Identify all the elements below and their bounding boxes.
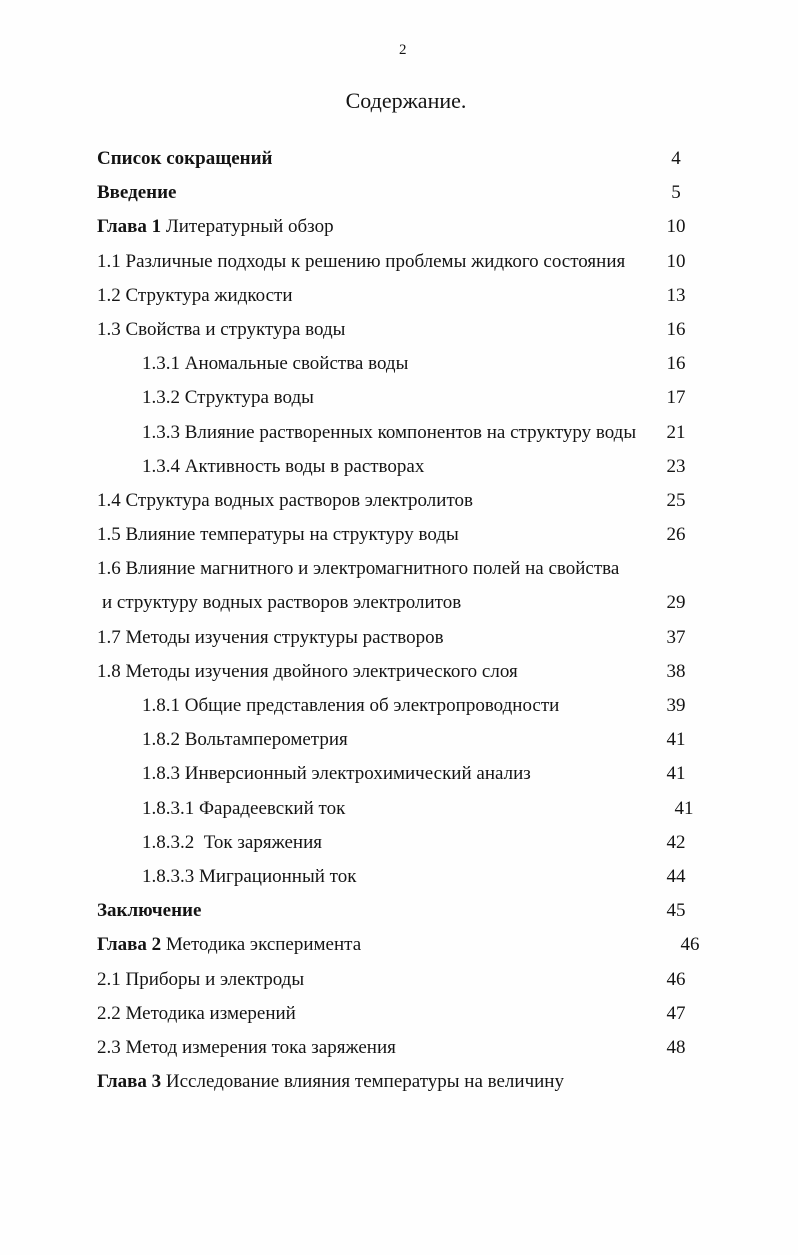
toc-entry-conclusion: Заключение 45 [97, 894, 705, 928]
toc-entry-label: Глава 1 [97, 216, 162, 238]
toc-entry-text: 2.2 Методика измерений [97, 1002, 296, 1024]
toc-entry-1-2: 1.2 Структура жидкости 13 [97, 279, 705, 313]
toc-entry-text: 1.8.2 Вольтамперометрия [142, 729, 348, 751]
toc-entry-1-6-continuation: и структуру водных растворов электролито… [97, 586, 705, 620]
toc-entry-1-5: 1.5 Влияние температуры на структуру вод… [97, 518, 705, 552]
toc-entry-text: 1.4 Структура водных растворов электроли… [97, 489, 473, 511]
toc-entry-page: 13 [666, 284, 686, 306]
toc-entry-text: 1.3 Свойства и структура воды [97, 318, 346, 340]
toc-entry-label: Список сокращений [97, 148, 273, 169]
toc-entry-page: 21 [666, 421, 686, 443]
toc-entry-1-3-2: 1.3.2 Структура воды 17 [97, 381, 705, 415]
toc-entry-label: Заключение [97, 900, 202, 922]
toc-entry-1-3-1: 1.3.1 Аномальные свойства воды 16 [97, 347, 705, 381]
table-of-contents: Список сокращений 4 Введение 5 Глава 1 Л… [97, 142, 705, 1099]
toc-entry-1-3-3: 1.3.3 Влияние растворенных компонентов н… [97, 416, 705, 450]
toc-entry-1-8: 1.8 Методы изучения двойного электрическ… [97, 655, 705, 689]
toc-entry-1-7: 1.7 Методы изучения структуры растворов … [97, 621, 705, 655]
toc-entry-abbreviations: Список сокращений 4 [97, 142, 705, 176]
toc-entry-page: 41 [674, 797, 694, 819]
toc-entry-page: 46 [680, 934, 700, 956]
toc-entry-page: 16 [666, 318, 686, 340]
toc-title: Содержание. [345, 88, 467, 113]
toc-entry-page: 10 [666, 250, 686, 272]
toc-entry-page: 26 [666, 524, 686, 546]
toc-entry-text: 1.8.3.1 Фарадеевский ток [142, 797, 346, 819]
toc-entry-page: 29 [666, 592, 686, 614]
toc-entry-page: 48 [666, 1036, 686, 1058]
toc-entry-text: 1.3.4 Активность воды в растворах [142, 455, 425, 477]
toc-entry-page: 44 [666, 865, 686, 887]
toc-entry-page: 47 [666, 1002, 686, 1024]
toc-entry-2-2: 2.2 Методика измерений 47 [97, 997, 705, 1031]
toc-entry-text: Исследование влияния температуры на вели… [161, 1071, 564, 1093]
toc-entry-page: 37 [666, 626, 686, 648]
toc-entry-page: 41 [666, 763, 686, 785]
toc-entry-2-1: 2.1 Приборы и электроды 46 [97, 963, 705, 997]
toc-entry-text: и структуру водных растворов электролито… [102, 592, 462, 614]
toc-entry-page: 4 [671, 148, 681, 169]
toc-entry-page: 38 [666, 660, 686, 682]
toc-entry-1-3-4: 1.3.4 Активность воды в растворах 23 [97, 450, 705, 484]
toc-entry-text: 1.8.3.2 Ток заряжения [142, 831, 322, 853]
toc-entry-2-3: 2.3 Метод измерения тока заряжения 48 [97, 1031, 705, 1065]
toc-entry-text: 1.8.3 Инверсионный электрохимический ана… [142, 763, 531, 785]
toc-entry-text: 1.5 Влияние температуры на структуру вод… [97, 524, 459, 546]
toc-entry-text: 1.3.2 Структура воды [142, 387, 314, 409]
toc-entry-text: 1.8.1 Общие представления об электропров… [142, 695, 560, 716]
toc-entry-page: 39 [666, 695, 686, 716]
toc-entry-text: 1.7 Методы изучения структуры растворов [97, 626, 444, 648]
toc-entry-text: 1.8 Методы изучения двойного электрическ… [97, 660, 518, 682]
toc-entry-text: 1.2 Структура жидкости [97, 284, 293, 306]
toc-entry-1-6: 1.6 Влияние магнитного и электромагнитно… [97, 552, 705, 586]
toc-entry-text: 1.8.3.3 Миграционный ток [142, 865, 357, 887]
toc-entry-page: 17 [666, 387, 686, 409]
toc-entry-1-8-3: 1.8.3 Инверсионный электрохимический ана… [97, 757, 705, 791]
toc-entry-page: 23 [666, 455, 686, 477]
toc-entry-page: 16 [666, 353, 686, 375]
toc-entry-text: 1.3.1 Аномальные свойства воды [142, 353, 409, 375]
toc-entry-label: Глава 2 [97, 934, 162, 956]
toc-entry-page: 25 [666, 489, 686, 511]
toc-entry-text: Методика эксперимента [161, 934, 362, 956]
toc-entry-introduction: Введение 5 [97, 176, 705, 210]
toc-entry-label: Введение [97, 182, 177, 204]
toc-entry-1-4: 1.4 Структура водных растворов электроли… [97, 484, 705, 518]
toc-entry-page: 45 [666, 900, 686, 922]
toc-entry-text: 1.6 Влияние магнитного и электромагнитно… [97, 558, 620, 580]
toc-entry-1-8-3-3: 1.8.3.3 Миграционный ток 44 [97, 860, 705, 894]
toc-entry-chapter-2: Глава 2 Методика эксперимента 46 [97, 928, 705, 962]
toc-entry-page: 41 [666, 729, 686, 751]
toc-entry-1-8-1: 1.8.1 Общие представления об электропров… [97, 689, 705, 723]
toc-entry-1-3: 1.3 Свойства и структура воды 16 [97, 313, 705, 347]
toc-entry-text: 2.3 Метод измерения тока заряжения [97, 1036, 396, 1058]
toc-entry-page: 10 [666, 216, 686, 238]
toc-entry-1-1: 1.1 Различные подходы к решению проблемы… [97, 245, 705, 279]
toc-entry-text: Литературный обзор [161, 216, 334, 238]
toc-entry-label: Глава 3 [97, 1071, 162, 1093]
page-number: 2 [399, 42, 407, 58]
toc-entry-1-8-3-1: 1.8.3.1 Фарадеевский ток 41 [97, 792, 705, 826]
toc-entry-1-8-3-2: 1.8.3.2 Ток заряжения 42 [97, 826, 705, 860]
toc-entry-chapter-3: Глава 3 Исследование влияния температуры… [97, 1065, 705, 1099]
toc-entry-page: 5 [671, 182, 681, 204]
toc-entry-text: 1.1 Различные подходы к решению проблемы… [97, 250, 626, 272]
toc-entry-page: 42 [666, 831, 686, 853]
toc-entry-1-8-2: 1.8.2 Вольтамперометрия 41 [97, 723, 705, 757]
toc-entry-chapter-1: Глава 1 Литературный обзор 10 [97, 210, 705, 244]
toc-entry-text: 2.1 Приборы и электроды [97, 968, 305, 990]
toc-entry-text: 1.3.3 Влияние растворенных компонентов н… [142, 421, 637, 443]
toc-entry-page: 46 [666, 968, 686, 990]
